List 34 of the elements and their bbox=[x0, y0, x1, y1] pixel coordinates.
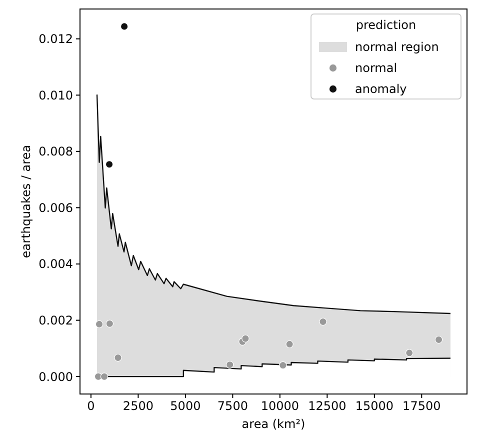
y-tick-label: 0.004 bbox=[38, 257, 73, 272]
point bbox=[279, 361, 287, 370]
x-tick-label: 10000 bbox=[260, 399, 300, 413]
x-tick-label: 17500 bbox=[402, 399, 441, 413]
point bbox=[319, 318, 327, 326]
y-tick-label: 0.012 bbox=[38, 32, 73, 46]
x-tick-label: 7500 bbox=[217, 399, 248, 413]
point bbox=[406, 349, 414, 357]
x-tick-label: 5000 bbox=[170, 399, 201, 413]
y-axis-title: earthquakes / area bbox=[19, 144, 33, 258]
point bbox=[114, 354, 122, 362]
y-tick-label: 0.002 bbox=[38, 313, 73, 328]
point bbox=[434, 336, 443, 344]
y-tick-label: 0.010 bbox=[38, 88, 73, 102]
legend-label: normal region bbox=[355, 40, 439, 54]
y-tick-label: 0.006 bbox=[38, 200, 73, 215]
legend-label: anomaly bbox=[355, 82, 407, 96]
y-tick-label: 0.000 bbox=[38, 370, 73, 384]
x-axis-title: area (km²) bbox=[242, 417, 306, 431]
point bbox=[286, 340, 294, 348]
point bbox=[226, 360, 234, 369]
x-tick-label: 2500 bbox=[122, 399, 154, 413]
x-tick-label: 12500 bbox=[308, 399, 346, 413]
point bbox=[120, 22, 128, 30]
legend-label: normal bbox=[355, 61, 398, 76]
x-tick-label: 0 bbox=[87, 399, 95, 413]
legend-title: prediction bbox=[356, 18, 416, 32]
x-tick-label: 15000 bbox=[355, 399, 394, 413]
point bbox=[105, 160, 114, 168]
point bbox=[106, 320, 114, 328]
point bbox=[242, 334, 250, 342]
y-tick-label: 0.008 bbox=[38, 144, 73, 159]
point bbox=[95, 320, 104, 328]
point bbox=[100, 372, 108, 380]
